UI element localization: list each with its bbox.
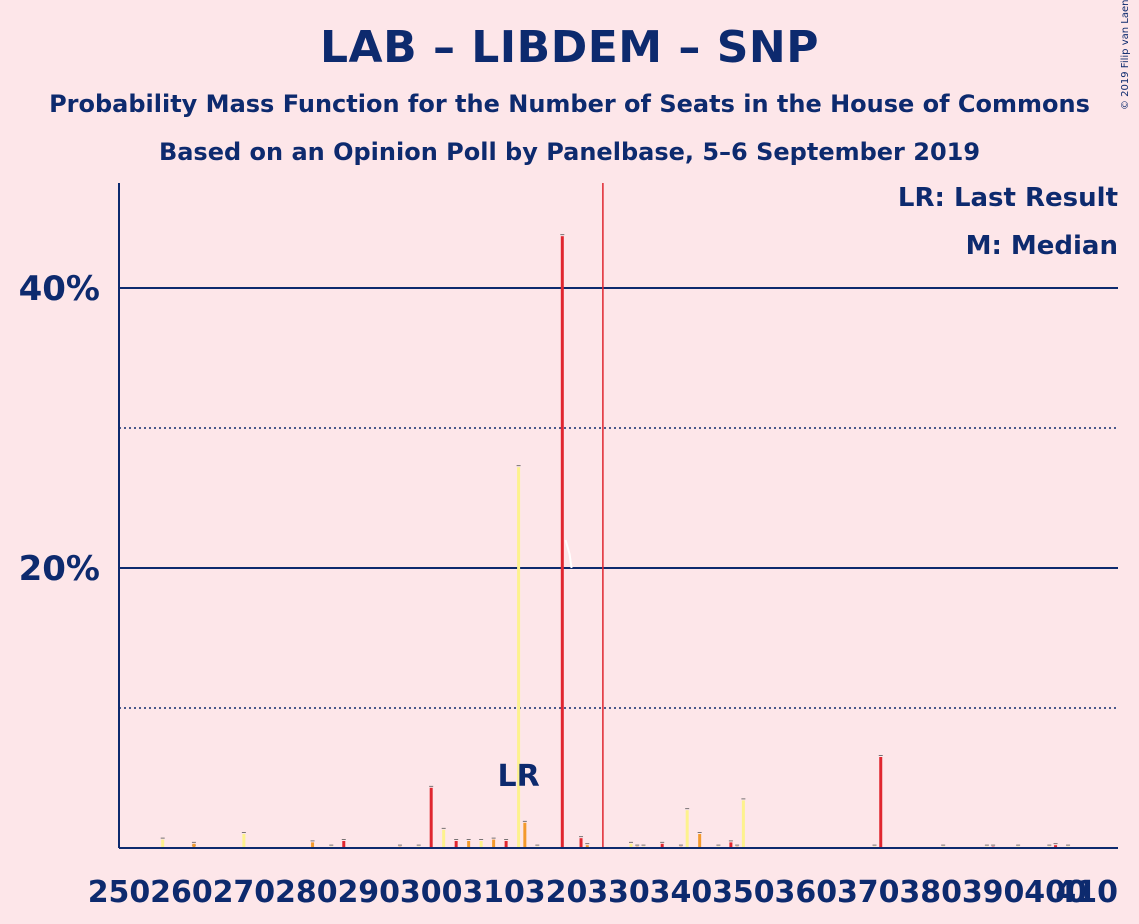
- bar: [560, 236, 564, 848]
- legend-median: M: Median: [965, 231, 1118, 261]
- bar: [192, 843, 196, 848]
- bar: [729, 842, 733, 848]
- bar: [479, 841, 483, 848]
- x-tick-label: 400: [1024, 875, 1087, 910]
- chart-subtitle-2: Based on an Opinion Poll by Panelbase, 5…: [158, 138, 981, 166]
- bar: [579, 838, 583, 848]
- bar: [492, 839, 496, 848]
- x-tick-label: 260: [150, 875, 213, 910]
- x-tick-label: 280: [275, 875, 338, 910]
- x-tick-label: 360: [775, 875, 838, 910]
- x-tick-label: 390: [962, 875, 1025, 910]
- bar: [504, 841, 508, 848]
- x-tick-label: 290: [337, 875, 400, 910]
- bar: [442, 829, 446, 848]
- x-tick-label: 370: [837, 875, 900, 910]
- bar: [517, 467, 521, 848]
- x-tick-label: 410: [1055, 875, 1118, 910]
- bar: [523, 822, 527, 848]
- x-tick-label: 310: [462, 875, 525, 910]
- median-marker: [564, 539, 573, 569]
- bar: [342, 841, 346, 848]
- bar: [585, 845, 589, 848]
- bar: [429, 787, 433, 848]
- bar: [467, 841, 471, 848]
- bar: [454, 841, 458, 848]
- x-tick-label: 300: [400, 875, 463, 910]
- bar: [741, 800, 745, 848]
- legend-last-result: LR: Last Result: [897, 183, 1118, 213]
- last-result-label: LR: [497, 759, 539, 794]
- x-tick-label: 330: [587, 875, 650, 910]
- x-tick-label: 320: [525, 875, 588, 910]
- bar: [879, 757, 883, 848]
- x-tick-label: 270: [213, 875, 276, 910]
- y-tick-label: 20%: [19, 549, 100, 589]
- chart-subtitle-1: Probability Mass Function for the Number…: [49, 90, 1090, 118]
- y-tick-label: 40%: [19, 269, 100, 309]
- chart-title: LAB – LIBDEM – SNP: [320, 22, 819, 73]
- x-tick-label: 250: [88, 875, 151, 910]
- bar: [1054, 845, 1058, 848]
- bar: [685, 810, 689, 848]
- bar: [161, 839, 165, 848]
- bar: [311, 842, 315, 848]
- bar: [242, 834, 246, 848]
- x-tick-label: 350: [712, 875, 775, 910]
- x-tick-label: 380: [899, 875, 962, 910]
- bar: [660, 843, 664, 848]
- x-tick-label: 340: [650, 875, 713, 910]
- bar: [698, 834, 702, 848]
- bar: [629, 843, 633, 848]
